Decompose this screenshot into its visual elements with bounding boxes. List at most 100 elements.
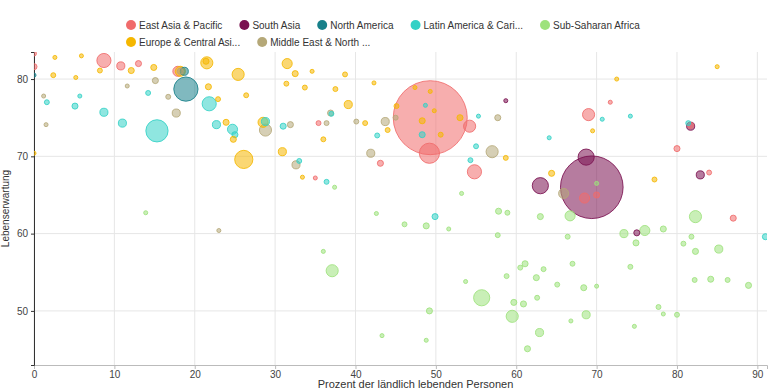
bubble xyxy=(565,211,575,221)
bubble xyxy=(78,94,82,98)
bubble xyxy=(217,229,221,233)
bubble xyxy=(476,114,480,118)
bubble xyxy=(377,160,383,166)
tick: 50 xyxy=(17,306,34,317)
legend: East Asia & Pacific South Asia North Ameri… xyxy=(126,20,640,48)
legend-label: North America xyxy=(330,20,394,31)
bubble xyxy=(201,57,213,69)
tick: 80 xyxy=(672,365,684,380)
bubble xyxy=(536,328,544,336)
bubble xyxy=(300,175,304,179)
bubble xyxy=(310,69,314,73)
bubble xyxy=(72,103,78,109)
tick-mark xyxy=(31,234,34,235)
bubble xyxy=(333,87,338,92)
bubble xyxy=(559,188,569,198)
legend-marker xyxy=(257,37,267,47)
legend-item: Middle East & North ... xyxy=(257,37,370,48)
bubble xyxy=(372,81,376,85)
grid-line xyxy=(34,233,767,234)
axis-line xyxy=(35,366,768,370)
bubble xyxy=(321,249,325,253)
tick: 90 xyxy=(752,365,764,380)
bubble xyxy=(385,128,390,133)
bubble xyxy=(146,120,168,142)
bubble xyxy=(520,301,526,307)
bubble xyxy=(537,214,543,220)
legend-label: Latin America & Cari... xyxy=(424,20,523,31)
bubble xyxy=(177,68,183,74)
grid xyxy=(34,52,767,365)
bubble xyxy=(118,119,126,127)
bubble xyxy=(374,212,378,216)
bubble xyxy=(503,155,508,160)
bubble xyxy=(419,118,425,124)
bubble xyxy=(280,123,286,129)
grid-line xyxy=(34,310,767,311)
bubble xyxy=(166,94,171,99)
grid-line xyxy=(355,52,356,365)
bubble xyxy=(424,338,428,342)
bubble xyxy=(686,121,691,126)
bubble xyxy=(555,282,560,287)
bubble xyxy=(278,148,286,156)
legend-label: East Asia & Pacific xyxy=(139,20,222,31)
bubble xyxy=(42,94,46,98)
bubble xyxy=(244,93,249,98)
grid-line xyxy=(114,52,115,365)
tick-label: 80 xyxy=(17,74,29,85)
legend-marker xyxy=(126,20,136,30)
bubble xyxy=(363,121,368,126)
bubble xyxy=(652,177,657,182)
bubble xyxy=(135,61,141,67)
bubble xyxy=(640,225,650,235)
bubble xyxy=(632,324,636,328)
bubble xyxy=(344,101,352,109)
bubble xyxy=(297,158,302,163)
bubble xyxy=(661,312,665,316)
bubble xyxy=(595,284,599,288)
points xyxy=(34,52,767,352)
bubble xyxy=(380,334,384,338)
bubble xyxy=(681,241,686,246)
bubble xyxy=(144,211,148,215)
bubble xyxy=(235,150,253,168)
bubble xyxy=(595,181,599,185)
bubble xyxy=(524,346,530,352)
bubble xyxy=(230,136,236,142)
bubble xyxy=(34,151,36,155)
bubble xyxy=(419,143,439,163)
y-axis-title: Lebenserwartung xyxy=(0,170,11,247)
bubble xyxy=(413,86,417,90)
bubble xyxy=(762,234,767,240)
bubble xyxy=(696,171,704,179)
bubble xyxy=(708,276,714,282)
tick-label: 50 xyxy=(17,306,29,317)
tick: 80 xyxy=(17,74,34,85)
tick-mark xyxy=(31,311,34,312)
bubble xyxy=(522,261,528,267)
tick: 70 xyxy=(592,365,604,380)
bubble xyxy=(464,280,468,284)
bubble xyxy=(457,115,463,121)
bubble xyxy=(34,73,36,77)
tick-mark xyxy=(31,79,34,80)
bubble xyxy=(393,115,398,120)
bubble xyxy=(51,73,56,78)
bubble xyxy=(594,192,600,198)
legend-marker xyxy=(239,20,249,30)
bubble xyxy=(504,99,508,103)
legend-item: Latin America & Cari... xyxy=(411,20,523,31)
tick-label: 20 xyxy=(190,369,202,380)
tick-mark xyxy=(31,156,34,157)
bubble xyxy=(620,230,628,238)
bubble xyxy=(202,97,216,111)
bubble xyxy=(715,65,719,69)
y-axis: 50607080 xyxy=(17,53,35,366)
bubble xyxy=(506,310,518,322)
bubble xyxy=(569,319,573,323)
bubble xyxy=(474,290,490,306)
bubble xyxy=(419,132,425,138)
bubble xyxy=(511,299,517,305)
legend-label: South Asia xyxy=(252,20,300,31)
